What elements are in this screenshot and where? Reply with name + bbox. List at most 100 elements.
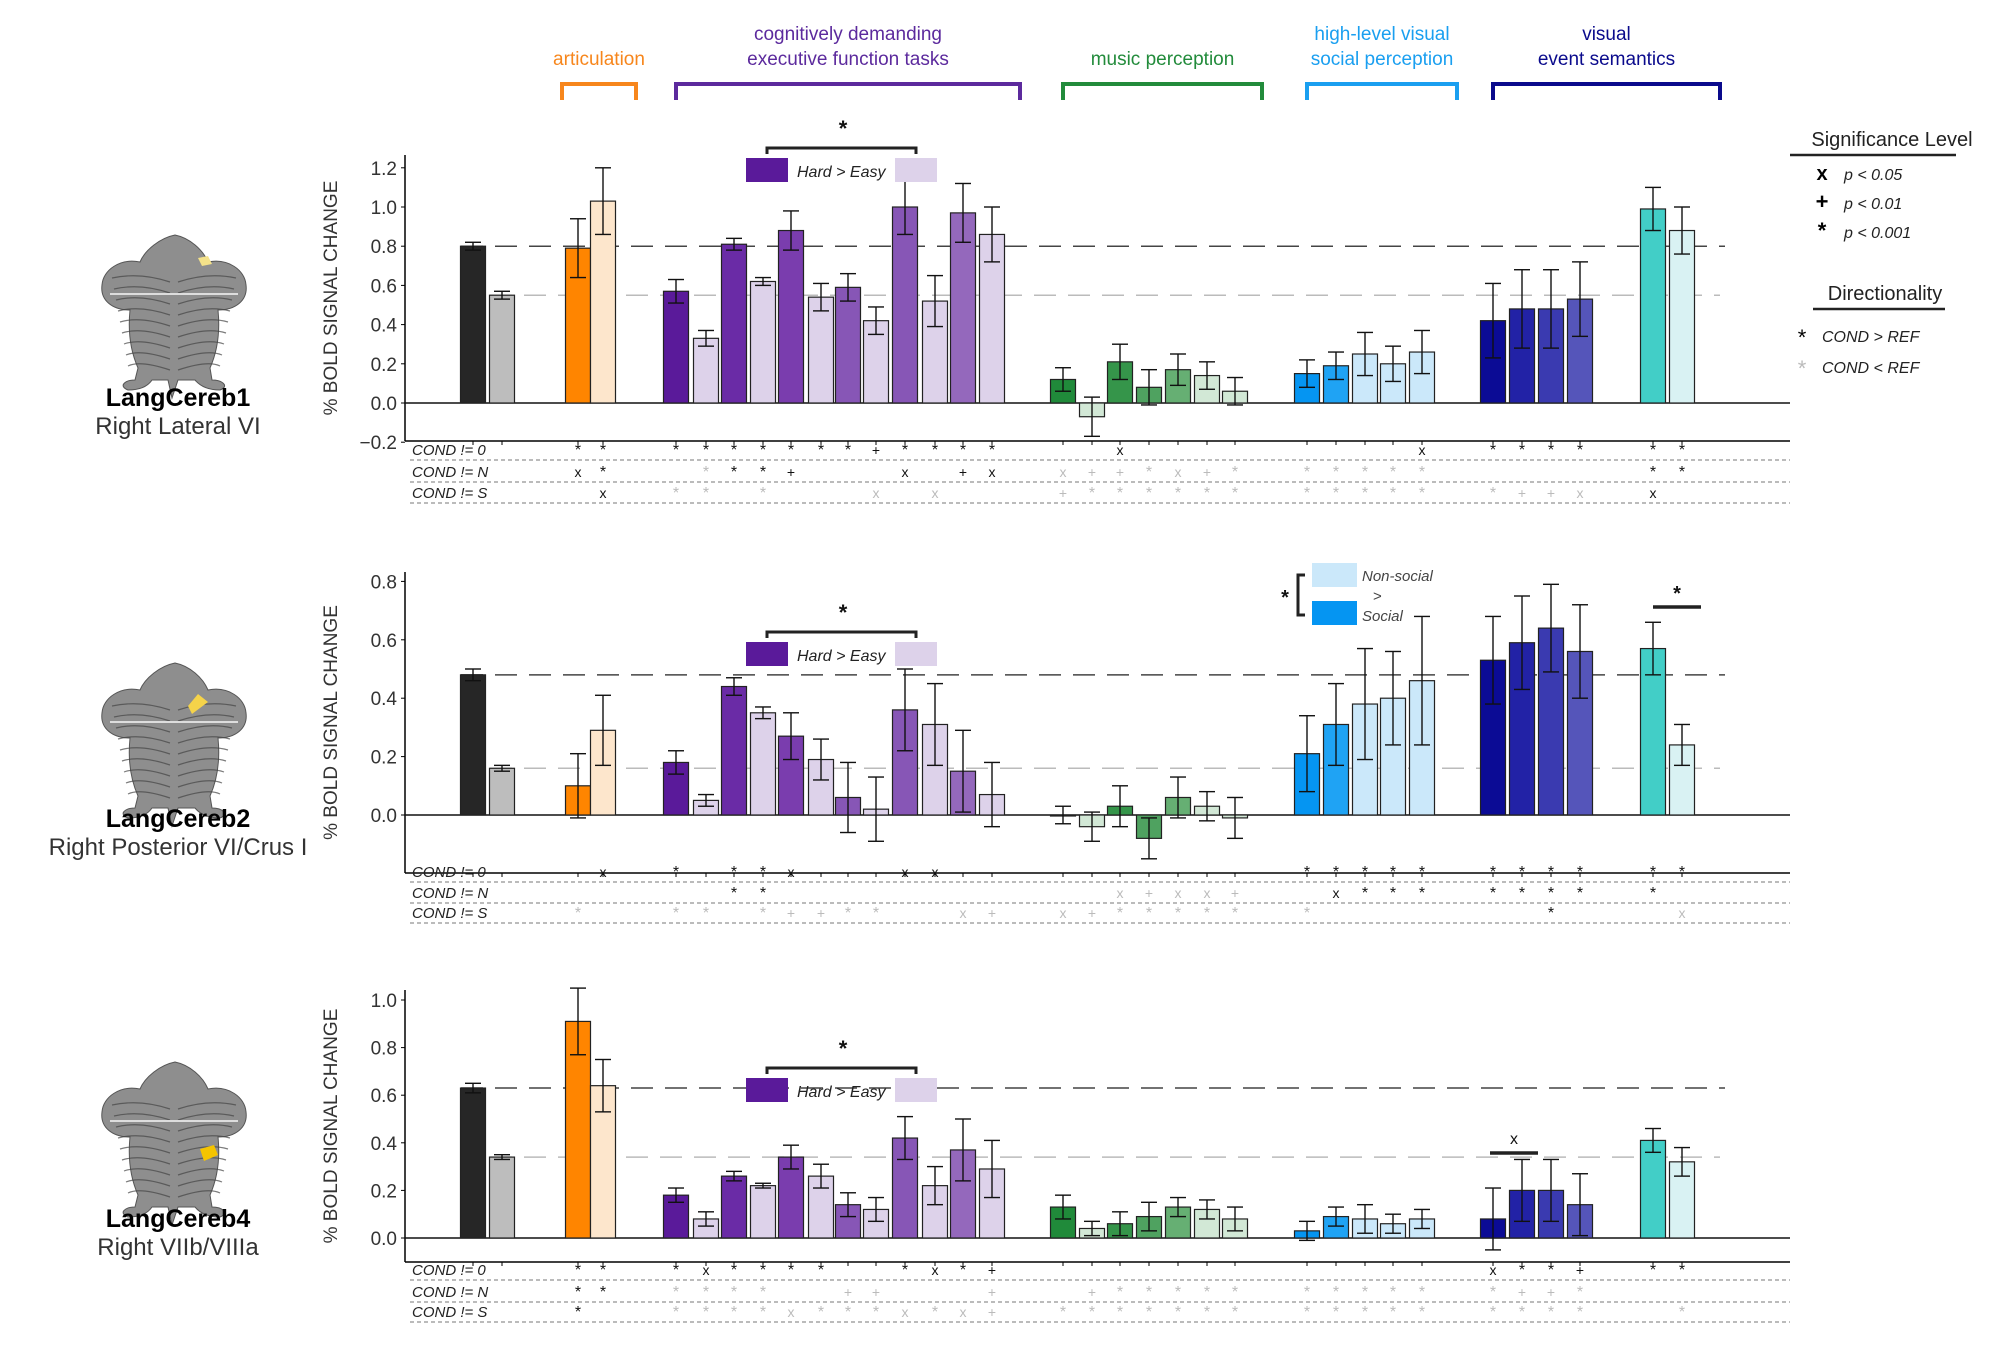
y-tick-label: 0.0 [371, 1229, 397, 1250]
bar [807, 296, 835, 404]
sig-marker: * [1650, 864, 1656, 881]
bar [891, 709, 919, 816]
sig-marker: * [1650, 442, 1656, 459]
hard-easy-bracket [765, 146, 918, 154]
sig-marker: + [1518, 1284, 1526, 1300]
sig-marker: x [960, 1304, 967, 1320]
folia-line [127, 1190, 171, 1198]
sig-marker: + [1088, 464, 1096, 480]
sig-marker: * [845, 1304, 851, 1321]
sig-marker: + [844, 1284, 852, 1300]
chart-panel-2: % BOLD SIGNAL CHANGE 0.0 0.2 0.4 0.6 0.8 COND … [321, 563, 1790, 924]
folia-line [117, 736, 171, 744]
folia-line [115, 1124, 171, 1132]
folia-line [177, 703, 237, 711]
folia-line [123, 1168, 171, 1176]
bar [777, 1156, 805, 1239]
sig-marker: * [788, 1262, 794, 1279]
sig-marker: * [989, 442, 995, 459]
bar [1508, 642, 1536, 816]
sig-marker: * [1650, 464, 1656, 481]
sig-marker: * [1679, 864, 1685, 881]
sig-row-label: COND != 0 [412, 864, 486, 881]
sig-marker: * [1333, 485, 1339, 502]
sig-marker: * [1304, 1304, 1310, 1321]
sig-marker: * [1304, 905, 1310, 922]
group-bracket [1305, 82, 1459, 100]
sig-marker: * [1333, 464, 1339, 481]
bar [564, 1020, 592, 1239]
sig-marker: x [1577, 485, 1584, 501]
y-tick-label: 0.4 [371, 1134, 398, 1155]
folia-line [113, 286, 171, 294]
folia-line [177, 1146, 229, 1154]
sig-marker: + [1145, 885, 1153, 901]
sig-row-label: COND != S [412, 1304, 487, 1321]
folia-line [125, 780, 171, 788]
folia-line [115, 725, 171, 733]
hard-swatch [746, 642, 788, 666]
sig-marker: * [1304, 464, 1310, 481]
sig-marker: * [1419, 485, 1425, 502]
sig-marker: * [1362, 485, 1368, 502]
sig-marker: x [788, 864, 795, 880]
sig-marker: * [960, 442, 966, 459]
y-tick-label: 1.0 [371, 198, 397, 219]
group-bracket [1061, 82, 1264, 100]
y-axis-label: % BOLD SIGNAL CHANGE [321, 1009, 342, 1244]
legend-significance-title: Significance Level [1811, 129, 1972, 151]
chart-panel-1: % BOLD SIGNAL CHANGE −0.2 0.0 0.2 0.4 0.6 0.8 1… [321, 116, 1790, 504]
sig-marker: * [1390, 485, 1396, 502]
folia-line [177, 330, 227, 338]
sig-marker: * [1362, 1284, 1368, 1301]
sig-marker: * [703, 1284, 709, 1301]
sig-marker: * [760, 442, 766, 459]
cerebellum-shape [101, 1061, 247, 1227]
sig-marker: * [731, 464, 737, 481]
group-bracket [1491, 82, 1722, 100]
sig-marker: * [1490, 864, 1496, 881]
sig-marker: * [1060, 1304, 1066, 1321]
sig-marker: x [1175, 464, 1182, 480]
bar [749, 712, 777, 816]
sig-marker: * [1519, 885, 1525, 902]
y-tick-label: 0.6 [371, 276, 397, 297]
sig-row-label: COND != S [412, 485, 487, 502]
sig-marker: * [760, 864, 766, 881]
sig-marker: x [932, 864, 939, 880]
sig-row-label: COND != 0 [412, 1262, 486, 1279]
folia-line [177, 308, 231, 316]
hard-easy-label: Hard > Easy [797, 648, 886, 665]
sig-marker: * [760, 464, 766, 481]
sig-marker: x [902, 1304, 909, 1320]
sig-marker: * [760, 485, 766, 502]
folia-line [111, 703, 171, 711]
group-label: executive function tasks [747, 49, 949, 70]
sig-marker: * [703, 485, 709, 502]
sig-marker: * [1519, 1262, 1525, 1279]
sig-marker: * [600, 1262, 606, 1279]
sig-marker: x [600, 485, 607, 501]
folia-line [119, 1146, 171, 1154]
bar [488, 294, 516, 404]
sig-marker: * [1679, 442, 1685, 459]
sig-marker: x [1117, 442, 1124, 458]
legend-direction-label: COND > REF [1822, 329, 1921, 346]
sig-marker: * [760, 1304, 766, 1321]
sig-marker: * [1650, 885, 1656, 902]
folia-line [177, 736, 231, 744]
group-bracket [560, 82, 638, 100]
sig-marker: * [575, 1262, 581, 1279]
bar [749, 1185, 777, 1239]
roi-highlight [198, 256, 212, 266]
sig-marker: * [1204, 1284, 1210, 1301]
sig-marker: x [1117, 885, 1124, 901]
sig-marker: x [902, 464, 909, 480]
sig-marker: x [902, 864, 909, 880]
folia-line [113, 1113, 171, 1121]
legend: Significance Level x p < 0.05 + p < 0.01 * p <… [1790, 129, 1973, 381]
hard-easy-star: * [839, 1036, 848, 1061]
bar [459, 245, 487, 404]
y-tick-label: 1.0 [371, 991, 397, 1012]
